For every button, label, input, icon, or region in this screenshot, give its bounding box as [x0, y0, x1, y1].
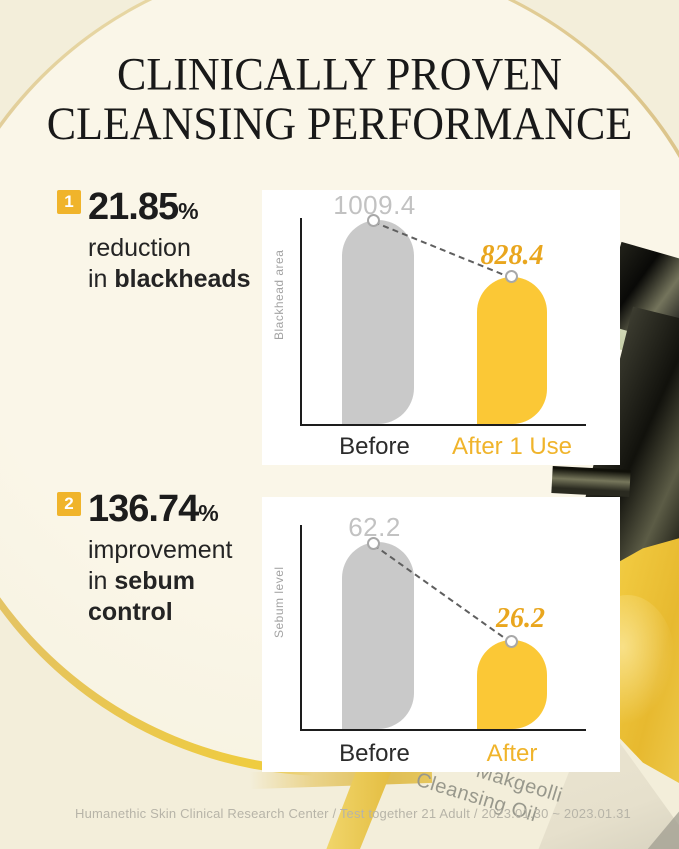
bar-after: [477, 640, 547, 729]
stat-1-value: 21.85%: [88, 186, 199, 228]
category-label-before: Before: [339, 740, 410, 767]
bar-after: [477, 277, 547, 424]
marker-after: [505, 635, 518, 648]
category-label-before: Before: [339, 433, 410, 460]
x-axis-line: [300, 729, 586, 731]
stat-2-description: improvement in sebum control: [88, 536, 233, 626]
category-label-after: After: [486, 740, 538, 767]
x-axis-line: [300, 424, 586, 426]
stat-1-number-badge: 1: [57, 190, 81, 214]
marker-before: [367, 214, 380, 227]
page-title: CLINICALLY PROVEN CLEANSING PERFORMANCE: [0, 50, 679, 149]
bar-before: [342, 220, 414, 424]
bar-value-after: 26.2: [496, 603, 545, 634]
stat-2-value: 136.74%: [88, 488, 219, 530]
y-axis-line: [300, 525, 302, 729]
chart-sebum-card: Sebum level 62.2 26.2 Before After: [262, 497, 620, 772]
bar-value-after: 828.4: [480, 240, 544, 271]
marker-before: [367, 537, 380, 550]
clinical-test-disclaimer: Humanethic Skin Clinical Research Center…: [75, 806, 631, 821]
y-axis-label: Blackhead area: [272, 249, 286, 341]
percent-sign: %: [198, 500, 219, 526]
percent-sign: %: [178, 198, 199, 224]
category-label-after: After 1 Use: [451, 433, 573, 460]
chart-blackhead-card: Blackhead area 1009.4 828.4 Before After…: [262, 190, 620, 465]
bottle-pump-nozzle: [551, 465, 631, 498]
y-axis-line: [300, 218, 302, 424]
stat-blackheads: 1 21.85% reduction in blackheads: [57, 187, 262, 295]
stat-sebum: 2 136.74% improvement in sebum control: [57, 489, 262, 628]
marker-after: [505, 270, 518, 283]
page-title-line2: CLEANSING PERFORMANCE: [46, 97, 633, 150]
bar-before: [342, 542, 414, 729]
page-title-line1: CLINICALLY PROVEN: [117, 48, 562, 101]
y-axis-label: Sebum level: [272, 566, 286, 638]
stat-1-description: reduction in blackheads: [88, 234, 251, 293]
stat-2-number-badge: 2: [57, 492, 81, 516]
